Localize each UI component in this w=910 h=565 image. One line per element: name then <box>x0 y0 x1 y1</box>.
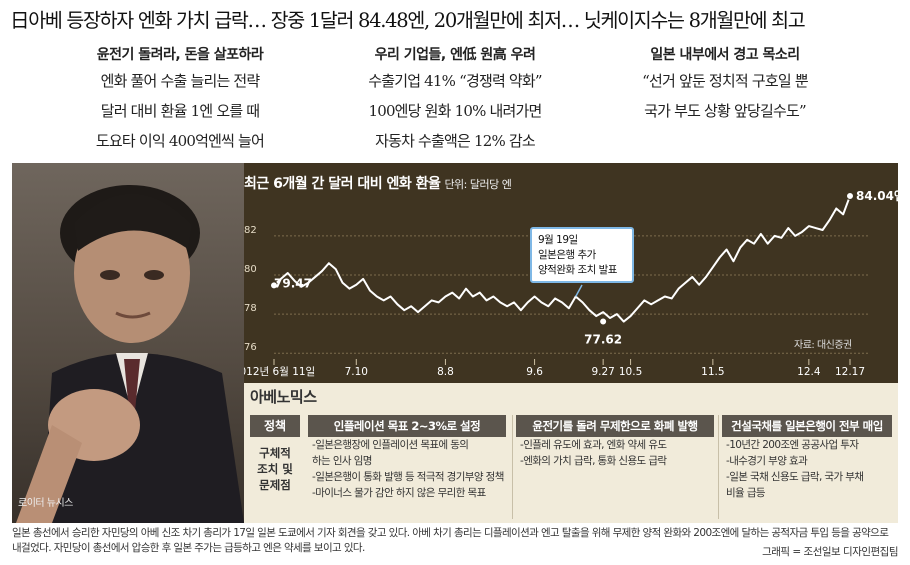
chart-source: 자료: 대신증권 <box>794 340 852 351</box>
callout-line: 양적완화 조치 발표 <box>538 264 617 276</box>
x-tick-label: 8.8 <box>437 366 454 378</box>
column-divider <box>512 415 513 519</box>
policy-column-1: 인플레이션 목표 2~3%로 설정 -일본은행장에 인플레이션 목표에 동의 하… <box>308 415 506 523</box>
policy-item: 하는 인사 임명 <box>312 455 372 467</box>
chart-unit: 단위: 달러당 엔 <box>444 178 512 191</box>
y-tick-label: 76 <box>244 342 257 353</box>
summary-line: 달러 대비 환율 1엔 오를 때 <box>100 102 260 120</box>
annotation-label: 84.04엔 <box>856 188 898 203</box>
summary-column-1: 윤전기 돌려라, 돈을 살포하라 엔화 풀어 수출 늘리는 전략 달러 대비 환… <box>65 44 295 156</box>
graphic-credit: 그래픽 = 조선일보 디자인편집팀 <box>756 544 898 559</box>
policy-item: -인플레 유도에 효과, 엔화 약세 유도 <box>520 439 667 451</box>
policy-item: -마이너스 물가 감안 하지 않은 무리한 목표 <box>312 487 486 499</box>
x-tick-label: 9.27 <box>591 366 614 378</box>
policy-heading: 윤전기를 돌려 무제한으로 화폐 발행 <box>516 415 714 437</box>
y-tick-label: 78 <box>244 303 257 314</box>
x-tick-label: 10.5 <box>619 366 642 378</box>
policy-column-2: 윤전기를 돌려 무제한으로 화폐 발행 -인플레 유도에 효과, 엔화 약세 유… <box>516 415 714 523</box>
exchange-rate-chart: 76 78 80 82 2012년 6월 11일 7.10 8.8 9.6 9.27 10.5 11… <box>244 163 898 383</box>
annotation-point <box>270 281 278 290</box>
summary-heading: 일본 내부에서 경고 목소리 <box>650 47 800 63</box>
annotation-point <box>599 317 608 326</box>
y-tick-label: 80 <box>244 264 257 275</box>
x-tick-label: 11.5 <box>701 366 724 378</box>
policy-subtitle-line: 문제점 <box>259 478 291 492</box>
chart-callout: 9월 19일 일본은행 추가 양적완화 조치 발표 <box>530 227 634 283</box>
policy-item: 비율 급등 <box>726 487 766 499</box>
summary-line: 자동차 수출액은 12% 감소 <box>375 132 536 150</box>
summary-line: 수출기업 41% “경쟁력 약화” <box>368 72 542 90</box>
photo-credit: 로이터 뉴시스 <box>18 498 73 509</box>
summary-line: 국가 부도 상황 앞당길수도” <box>644 102 807 120</box>
policy-heading: 인플레이션 목표 2~3%로 설정 <box>308 415 506 437</box>
policy-item: -내수경기 부양 효과 <box>726 455 808 467</box>
policy-subtitle-line: 조치 및 <box>257 462 293 476</box>
x-tick-label: 9.6 <box>526 366 543 378</box>
summary-line: 도요타 이익 400억엔씩 늘어 <box>95 132 265 150</box>
abenomics-title: 아베노믹스 <box>250 388 317 406</box>
x-tick-label: 7.10 <box>345 366 368 378</box>
policy-item: -일본 국채 신용도 급락, 국가 부채 <box>726 471 864 483</box>
y-tick-label: 82 <box>244 225 257 236</box>
column-divider <box>718 415 719 519</box>
x-tick-label: 2012년 6월 11일 <box>244 365 315 378</box>
annotation-label: 77.62 <box>584 333 622 347</box>
annotation-point <box>846 191 854 200</box>
summary-column-2: 우리 기업들, 엔低 원高 우려 수출기업 41% “경쟁력 약화” 100엔당… <box>340 44 570 156</box>
person-photo-illustration <box>16 185 244 523</box>
headline: 日아베 등장하자 엔화 가치 급락… 장중 1달러 84.48엔, 20개월만에… <box>10 9 806 32</box>
series-line <box>273 195 851 323</box>
photo-caption: 일본 총선에서 승리한 자민당의 아베 신조 차기 총리가 17일 일본 도쿄에… <box>12 527 889 554</box>
policy-column-3: 건설국채를 일본은행이 전부 매입 -10년간 200조엔 공공사업 투자 -내… <box>722 415 892 523</box>
policy-label: 정책 <box>250 415 300 437</box>
graphic-panel: 로이터 뉴시스 76 78 80 82 2012년 6월 11일 7.10 8.8 9.6 9.… <box>12 163 898 523</box>
summary-line: “선거 앞둔 정치적 구호일 뿐 <box>642 72 809 90</box>
summary-heading: 윤전기 돌려라, 돈을 살포하라 <box>96 47 264 63</box>
x-tick-label: 12.17 <box>835 366 865 378</box>
summary-line: 100엔당 원화 10% 내려가면 <box>368 102 542 120</box>
annotation-label: 79.47 <box>274 276 312 290</box>
summary-column-3: 일본 내부에서 경고 목소리 “선거 앞둔 정치적 구호일 뿐 국가 부도 상황… <box>600 44 850 126</box>
summary-heading: 우리 기업들, 엔低 원高 우려 <box>374 47 536 63</box>
policy-item: -10년간 200조엔 공공사업 투자 <box>726 439 859 451</box>
chart-canvas: 76 78 80 82 2012년 6월 11일 7.10 8.8 9.6 9.27 10.5 11… <box>244 188 898 378</box>
callout-line: 일본은행 추가 <box>538 249 596 261</box>
policy-item: -일본은행이 통화 발행 등 적극적 경기부양 정책 <box>312 471 504 483</box>
abenomics-box: 아베노믹스 정책 구체적 조치 및 문제점 인플레이션 목표 2~3%로 설정 … <box>244 383 898 523</box>
summary-line: 엔화 풀어 수출 늘리는 전략 <box>100 72 261 90</box>
policy-item: -일본은행장에 인플레이션 목표에 동의 <box>312 439 469 451</box>
callout-line: 9월 19일 <box>538 234 578 246</box>
policy-heading: 건설국채를 일본은행이 전부 매입 <box>722 415 892 437</box>
chart-title: 최근 6개월 간 달러 대비 엔화 환율 단위: 달러당 엔 <box>244 176 512 192</box>
policy-item: -엔화의 가치 급락, 통화 신용도 급락 <box>520 455 667 467</box>
press-photo: 로이터 뉴시스 <box>12 163 244 523</box>
callout-pointer <box>575 284 583 297</box>
x-tick-label: 12.4 <box>797 366 821 378</box>
policy-subtitle: 구체적 조치 및 문제점 <box>250 445 300 493</box>
policy-subtitle-line: 구체적 <box>259 446 291 460</box>
